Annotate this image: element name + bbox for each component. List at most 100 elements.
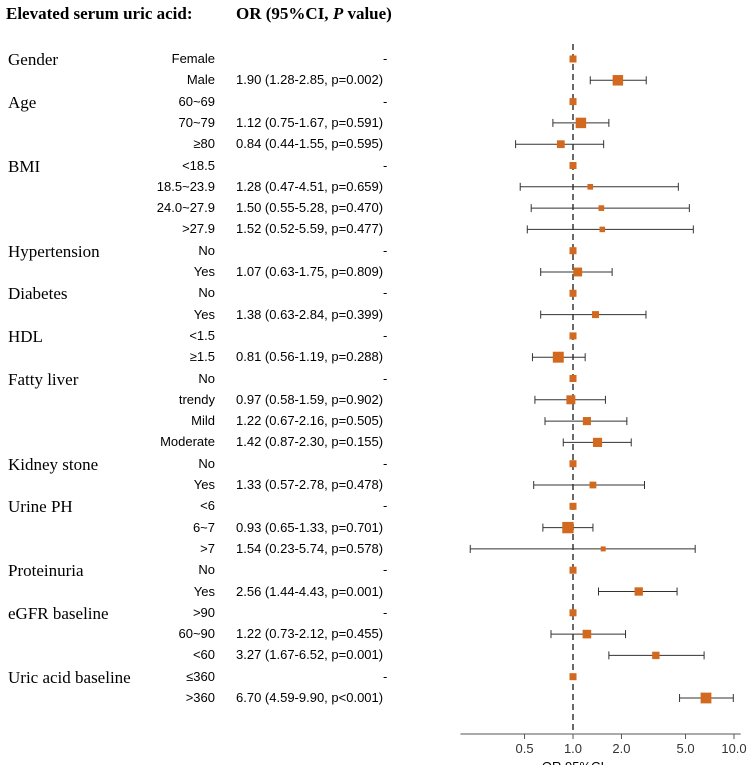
level-label: >90 (192, 604, 215, 620)
variable-label: Proteinuria (8, 561, 84, 581)
right-header-suffix: value) (343, 4, 392, 23)
variable-label: Fatty liver (8, 369, 79, 389)
point-marker (569, 609, 577, 617)
level-label: ≤360 (186, 668, 215, 684)
level-label: No (198, 285, 215, 301)
x-tick-label: 1.0 (564, 741, 582, 756)
or-ci-text: 3.27 (1.67-6.52, p=0.001) (236, 647, 384, 663)
point-marker (569, 502, 577, 510)
level-label: 24.0~27.9 (156, 200, 215, 216)
or-ci-text: 1.52 (0.52-5.59, p=0.477) (236, 221, 384, 237)
level-label: >360 (185, 690, 215, 705)
level-label: No (198, 242, 215, 258)
level-label: >7 (200, 540, 215, 556)
point-marker (700, 692, 712, 704)
or-ci-text: - (383, 327, 388, 343)
point-marker (569, 375, 577, 382)
point-marker (598, 205, 605, 211)
or-ci-text: 0.84 (0.44-1.55, p=0.595) (236, 136, 384, 152)
variable-label: Uric acid baseline (8, 667, 131, 687)
x-tick-label: 5.0 (676, 741, 694, 756)
level-label: <18.5 (182, 157, 215, 173)
right-header-prefix: OR (95%CI, (236, 4, 333, 23)
level-label: 18.5~23.9 (156, 178, 215, 194)
point-marker (634, 587, 643, 596)
or-ci-text: - (383, 93, 388, 109)
level-label: Mild (191, 413, 215, 429)
x-axis-title: OR,95%CI (542, 759, 604, 765)
right-header-italic-p: P (332, 4, 344, 23)
or-ci-text: 1.33 (0.57-2.78, p=0.478) (236, 477, 384, 492)
point-marker (569, 460, 577, 468)
or-ci-text: 0.97 (0.58-1.59, p=0.902) (236, 391, 384, 407)
point-marker (566, 395, 576, 405)
level-label: No (198, 455, 215, 471)
level-label: Yes (193, 264, 215, 279)
or-ci-text: 0.81 (0.56-1.19, p=0.288) (236, 349, 384, 365)
level-label: 6~7 (192, 519, 215, 535)
point-marker (589, 481, 597, 489)
point-marker (556, 140, 565, 149)
point-marker (587, 183, 594, 190)
point-marker (599, 226, 606, 233)
level-label: ≥80 (193, 136, 215, 152)
or-ci-text: - (383, 370, 388, 386)
point-marker (569, 673, 577, 681)
point-marker (569, 566, 577, 574)
point-marker (592, 311, 600, 319)
point-marker (569, 98, 577, 106)
or-ci-text: 1.54 (0.23-5.74, p=0.578) (236, 540, 384, 556)
x-tick-label: 0.5 (515, 741, 533, 756)
or-ci-text: - (383, 455, 388, 471)
level-label: Yes (193, 477, 215, 492)
level-label: >27.9 (182, 221, 215, 237)
or-ci-text: 2.56 (1.44-4.43, p=0.001) (236, 583, 384, 599)
point-marker (552, 351, 564, 363)
point-marker (582, 629, 592, 639)
point-marker (573, 267, 583, 277)
variable-label: Gender (8, 50, 59, 69)
variable-label: Urine PH (8, 497, 73, 517)
or-ci-text: - (383, 604, 388, 620)
level-label: Female (171, 51, 215, 66)
level-label: <1.5 (189, 327, 215, 343)
or-ci-text: - (383, 51, 388, 66)
level-label: No (198, 370, 215, 386)
point-marker (569, 55, 577, 63)
or-ci-text: 1.22 (0.67-2.16, p=0.505) (236, 413, 384, 429)
point-marker (569, 247, 577, 255)
or-ci-text: 1.50 (0.55-5.28, p=0.470) (236, 200, 384, 216)
or-ci-text: 1.12 (0.75-1.67, p=0.591) (236, 114, 384, 130)
variable-label: Age (8, 92, 37, 112)
or-ci-text: - (383, 562, 388, 578)
or-ci-text: 1.42 (0.87-2.30, p=0.155) (236, 434, 384, 450)
point-marker (569, 289, 577, 297)
level-label: <60 (192, 647, 215, 663)
level-label: Yes (193, 583, 215, 599)
or-ci-text: 1.07 (0.63-1.75, p=0.809) (236, 264, 384, 279)
variable-label: eGFR baseline (8, 603, 109, 623)
point-marker (562, 521, 574, 534)
point-marker (575, 117, 587, 129)
or-ci-text: 1.38 (0.63-2.84, p=0.399) (236, 306, 384, 322)
level-label: 60~90 (178, 626, 215, 642)
level-label: 60~69 (178, 93, 215, 109)
variable-label: Diabetes (8, 284, 68, 304)
level-label: Moderate (160, 434, 215, 450)
or-ci-text: 0.93 (0.65-1.33, p=0.701) (236, 519, 384, 535)
level-label: Yes (193, 306, 215, 322)
point-marker (569, 332, 577, 340)
point-marker (612, 75, 624, 86)
or-ci-text: 1.28 (0.47-4.51, p=0.659) (236, 178, 384, 194)
level-label: trendy (178, 391, 215, 407)
or-ci-text: - (383, 242, 388, 258)
x-tick-label: 10.0 (721, 741, 746, 756)
x-tick-label: 2.0 (612, 741, 630, 756)
level-label: 70~79 (178, 114, 215, 130)
point-marker (592, 437, 603, 447)
or-ci-text: - (383, 157, 388, 173)
level-label: Male (186, 72, 215, 88)
level-label: No (198, 562, 215, 578)
